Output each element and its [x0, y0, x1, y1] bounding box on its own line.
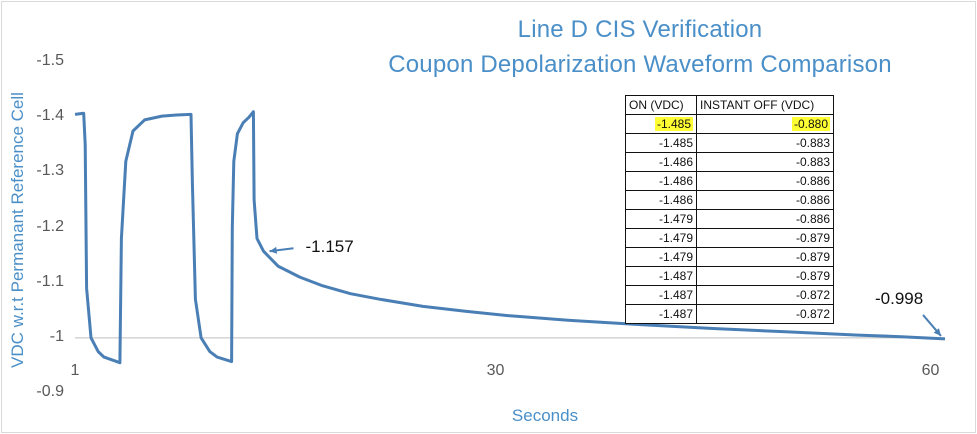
table-cell-on: -1.486 [625, 190, 697, 210]
table-cell-instant-off: -0.883 [696, 152, 834, 172]
table-cell-on: -1.479 [625, 209, 697, 229]
table-cell-instant-off: -0.886 [696, 190, 834, 210]
x-tick-label: 60 [921, 361, 940, 379]
table-row: -1.487 -0.872 [625, 304, 834, 324]
table-header-instant-off: INSTANT OFF (VDC) [696, 95, 834, 115]
table-cell-on: -1.485 [625, 114, 697, 134]
table-cell-instant-off: -0.886 [696, 209, 834, 229]
x-tick-label: 30 [486, 361, 505, 379]
table-cell-instant-off: -0.879 [696, 266, 834, 286]
table-cell-instant-off: -0.879 [696, 228, 834, 248]
table-cell-on: -1.487 [625, 304, 697, 324]
table-cell-instant-off: -0.883 [696, 133, 834, 153]
table-row: -1.479 -0.886 [625, 209, 834, 229]
table-cell-instant-off: -0.879 [696, 247, 834, 267]
table-row: -1.487 -0.879 [625, 266, 834, 286]
table-header-row: ON (VDC) INSTANT OFF (VDC) [625, 95, 834, 115]
annotation-arrow-1-head [269, 246, 278, 254]
table-cell-on: -1.479 [625, 247, 697, 267]
table-cell-on: -1.479 [625, 228, 697, 248]
highlighted-value: -1.485 [654, 117, 693, 131]
y-tick-label: -1.2 [36, 217, 64, 235]
table-header-on: ON (VDC) [625, 95, 697, 115]
series-line-0 [74, 110, 946, 365]
table-cell-on: -1.487 [625, 266, 697, 286]
table-cell-instant-off: -0.872 [696, 285, 834, 305]
table-row: -1.487 -0.872 [625, 285, 834, 305]
table-row: -1.479 -0.879 [625, 247, 834, 267]
x-axis-label: Seconds [511, 406, 579, 425]
y-tick-label: -0.9 [36, 383, 64, 400]
table-cell-on: -1.487 [625, 285, 697, 305]
chart-subtitle: Coupon Depolarization Waveform Compariso… [388, 51, 892, 78]
table-cell-on: -1.485 [625, 133, 697, 153]
chart-title: Line D CIS Verification [517, 16, 763, 43]
table-cell-instant-off: -0.880 [696, 114, 834, 134]
y-tick-label: -1.1 [36, 272, 64, 290]
table-row: -1.486 -0.886 [625, 190, 834, 210]
reading-table: ON (VDC) INSTANT OFF (VDC) -1.485 -0.880-… [625, 95, 834, 324]
table-cell-instant-off: -0.886 [696, 171, 834, 191]
y-axis-label: VDC w.r.t Permanant Reference Cell [8, 92, 27, 368]
y-tick-label: -1.4 [36, 107, 64, 125]
y-tick-label: -1.5 [36, 52, 64, 69]
table-cell-on: -1.486 [625, 152, 697, 172]
table-row: -1.486 -0.886 [625, 171, 834, 191]
highlighted-value: -0.880 [791, 117, 830, 131]
table-row: -1.479 -0.879 [625, 228, 834, 248]
table-row: -1.485 -0.880 [625, 114, 834, 134]
table-row: -1.485 -0.883 [625, 133, 834, 153]
y-tick-label: -1 [49, 327, 64, 345]
annotation-label-1: -1.157 [305, 237, 354, 257]
annotation-arrow-2-head [933, 328, 941, 336]
x-tick-label: 1 [70, 361, 80, 379]
table-row: -1.486 -0.883 [625, 152, 834, 172]
annotation-label-2: -0.998 [875, 288, 924, 308]
table-cell-on: -1.486 [625, 171, 697, 191]
y-tick-label: -1.3 [36, 162, 64, 180]
table-cell-instant-off: -0.872 [696, 304, 834, 324]
